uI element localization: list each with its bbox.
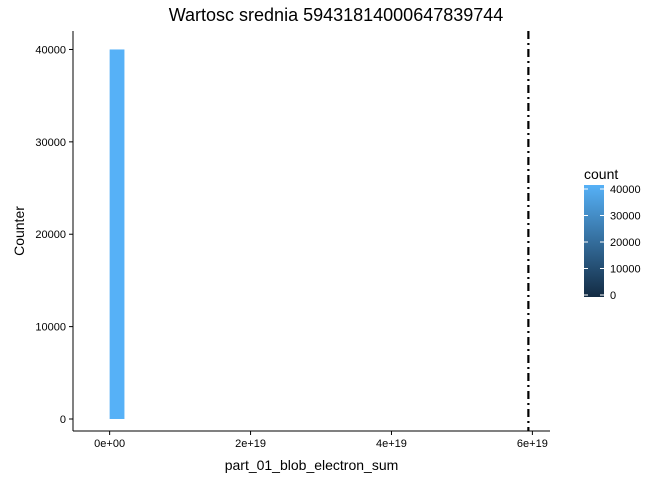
axes: 0 10000 20000 30000 40000 0e+00 2e+19 4e+19 6e+1… — [11, 31, 550, 473]
histogram-bar — [109, 49, 125, 419]
y-tick-label: 30000 — [35, 137, 66, 149]
legend-tick-label: 10000 — [610, 264, 641, 276]
legend-colorbar — [584, 185, 604, 297]
x-tick-label: 6e+19 — [517, 438, 548, 450]
x-axis-title: part_01_blob_electron_sum — [225, 457, 399, 473]
y-tick-label: 0 — [60, 414, 66, 426]
y-tick-label: 10000 — [35, 322, 66, 334]
color-legend: count 0 10000 20000 30000 40000 — [584, 166, 641, 302]
legend-tick-label: 20000 — [610, 237, 641, 249]
legend-tick-label: 30000 — [610, 211, 641, 223]
y-axis-title: Counter — [11, 206, 27, 256]
chart-title: Wartosc srednia 59431814000647839744 — [168, 5, 504, 25]
x-tick-label: 4e+19 — [376, 438, 407, 450]
x-tick-label: 2e+19 — [235, 438, 266, 450]
plot-panel — [109, 31, 530, 431]
y-tick-label: 20000 — [35, 229, 66, 241]
legend-tick-label: 40000 — [610, 184, 641, 196]
x-tick-label: 0e+00 — [94, 438, 125, 450]
legend-tick-label: 0 — [610, 290, 616, 302]
legend-title: count — [584, 166, 618, 182]
y-tick-label: 40000 — [35, 44, 66, 56]
